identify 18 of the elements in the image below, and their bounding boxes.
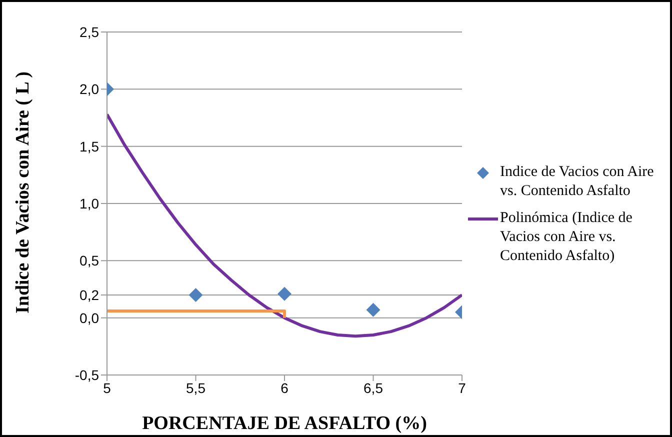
y-tick-label: 0,0: [80, 310, 100, 326]
point: [278, 286, 292, 301]
y-tick-label: 0,5: [80, 252, 100, 269]
legend-label: Indice de Vacios con Aire vs. Contenido Asfalto: [500, 163, 655, 201]
x-tick-label: 6: [280, 380, 289, 396]
y-tick-label: 2,0: [80, 81, 100, 98]
x-tick-label: 5,5: [186, 380, 206, 396]
y-axis-title: Indice de Vacios con Aire ( L ): [12, 72, 34, 314]
x-tick-label: 7: [458, 380, 466, 396]
x-tick-label: 6,5: [364, 380, 384, 396]
y-tick-label: 2,5: [80, 24, 100, 40]
y-tick-label: 1,5: [80, 138, 100, 154]
legend-label: Polinómica (Indice de Vacios con Aire vs. Contenido Asfalto): [500, 209, 634, 266]
y-tick-label: 0,2: [80, 286, 100, 303]
x-tick-label: 5: [103, 380, 112, 396]
x-axis-title: PORCENTAJE DE ASFALTO (%): [142, 413, 427, 434]
y-tick-label: -0,5: [74, 366, 100, 383]
y-tick-label: 1,0: [80, 195, 100, 212]
